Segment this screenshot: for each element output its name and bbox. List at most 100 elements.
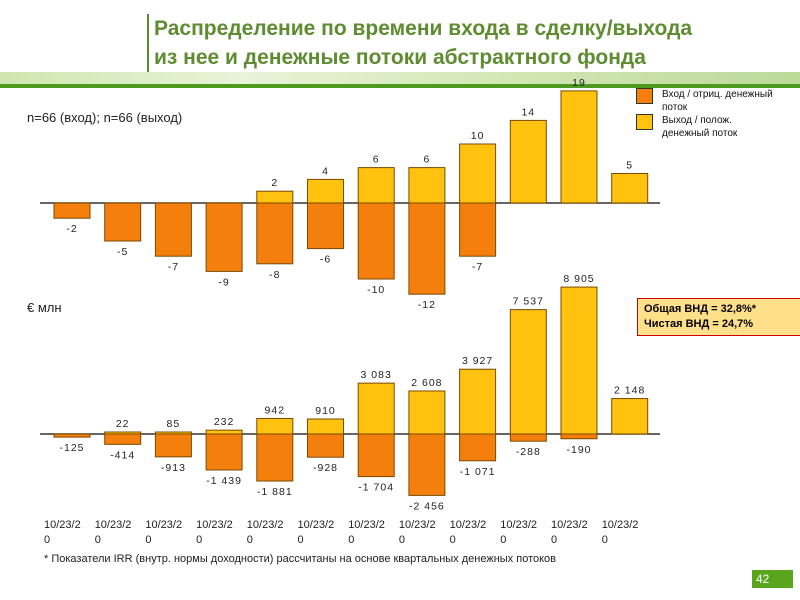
data-label: 942: [265, 404, 286, 416]
data-label: -928: [313, 462, 338, 474]
x-tick-label: 0: [450, 534, 456, 546]
bar: [357, 382, 395, 435]
bar: [104, 202, 142, 242]
x-tick-label: 10/23/2: [44, 519, 81, 531]
data-label: -1 704: [358, 482, 394, 494]
bar: [611, 398, 649, 435]
data-label: -7: [168, 261, 179, 273]
unit-label: € млн: [27, 300, 62, 315]
bar: [53, 202, 91, 219]
bar: [357, 167, 395, 204]
data-label: -7: [472, 261, 483, 273]
x-tick-label: 0: [196, 534, 202, 546]
bar: [459, 143, 497, 204]
bar: [154, 202, 192, 257]
legend-swatch: [636, 114, 653, 130]
data-label: -288: [516, 446, 541, 458]
data-label: -414: [110, 449, 135, 461]
data-label: -913: [161, 462, 186, 474]
data-label: -190: [566, 444, 591, 456]
x-tick-label: 10/23/2: [145, 519, 182, 531]
data-label: 2 608: [411, 377, 442, 389]
x-tick-label: 0: [145, 534, 151, 546]
bar: [104, 433, 142, 445]
data-label: 10: [471, 130, 485, 142]
bar: [307, 178, 344, 204]
x-tick-label: 10/23/2: [399, 519, 436, 531]
bar: [560, 90, 598, 204]
data-label: 3 083: [361, 369, 392, 381]
bar: [560, 433, 598, 440]
x-tick-label: 0: [602, 534, 608, 546]
data-label: -5: [117, 246, 128, 258]
footnote: * Показатели IRR (внутр. нормы доходност…: [44, 553, 556, 565]
data-label: -12: [418, 299, 436, 311]
data-label: 2 148: [614, 385, 645, 397]
legend-swatch: [636, 88, 653, 104]
bar: [459, 433, 497, 462]
bar: [256, 417, 294, 435]
data-label: 4: [322, 165, 329, 177]
data-label: 8 905: [563, 273, 594, 285]
x-tick-label: 10/23/2: [551, 519, 588, 531]
bar: [509, 309, 547, 435]
bar: [205, 429, 243, 435]
irr-box: Общая ВНД = 32,8%* Чистая ВНД = 24,7%: [637, 298, 800, 336]
data-label: 7 537: [513, 296, 544, 308]
page-number: 42: [752, 570, 793, 588]
x-tick-label: 0: [551, 534, 557, 546]
bar: [357, 433, 395, 478]
slide-title: Распределение по времени входа в сделку/…: [147, 14, 692, 72]
x-tick-label: 10/23/2: [500, 519, 537, 531]
legend-item-outflow: Выход / полож. денежный поток: [636, 114, 787, 140]
data-label: 3 927: [462, 355, 493, 367]
data-label: 910: [315, 405, 336, 417]
x-tick-label: 10/23/2: [95, 519, 132, 531]
bar: [205, 433, 243, 471]
x-tick-label: 0: [399, 534, 405, 546]
x-tick-label: 10/23/2: [247, 519, 284, 531]
data-label: -1 881: [257, 486, 293, 498]
bar: [408, 433, 446, 496]
x-tick-label: 10/23/2: [298, 519, 335, 531]
bar: [408, 202, 446, 295]
bar: [307, 433, 344, 458]
bar: [154, 433, 192, 458]
bar: [560, 286, 598, 435]
legend-item-inflow: Вход / отриц. денежный поток: [636, 88, 787, 114]
data-label: -2 456: [409, 500, 445, 512]
data-label: -125: [59, 442, 84, 454]
data-label: -9: [218, 276, 229, 288]
data-label: 85: [167, 418, 181, 430]
data-label: -1 439: [206, 475, 242, 487]
data-label: 2: [271, 177, 278, 189]
x-tick-label: 10/23/2: [348, 519, 385, 531]
x-tick-label: 0: [298, 534, 304, 546]
bar: [205, 202, 243, 272]
bar: [611, 173, 649, 204]
data-label: -8: [269, 269, 280, 281]
bar: [408, 390, 446, 435]
x-tick-label: 0: [348, 534, 354, 546]
bar: [307, 202, 344, 250]
bar: [357, 202, 395, 280]
x-tick-label: 0: [247, 534, 253, 546]
data-label: -2: [66, 223, 77, 235]
x-tick-label: 0: [500, 534, 506, 546]
bar: [256, 190, 294, 204]
data-label: -10: [367, 284, 385, 296]
x-tick-label: 10/23/2: [450, 519, 487, 531]
legend: Вход / отриц. денежный поток Выход / пол…: [636, 88, 787, 140]
data-label: 19: [572, 77, 586, 89]
n-label: n=66 (вход); n=66 (выход): [27, 110, 183, 125]
bar: [256, 433, 294, 482]
data-label: 6: [423, 154, 430, 166]
x-tick-label: 0: [44, 534, 50, 546]
x-tick-label: 10/23/2: [196, 519, 233, 531]
bar: [307, 418, 344, 435]
bar: [509, 119, 547, 204]
bar: [256, 202, 294, 265]
data-label: 14: [521, 106, 535, 118]
bar: [53, 433, 91, 438]
